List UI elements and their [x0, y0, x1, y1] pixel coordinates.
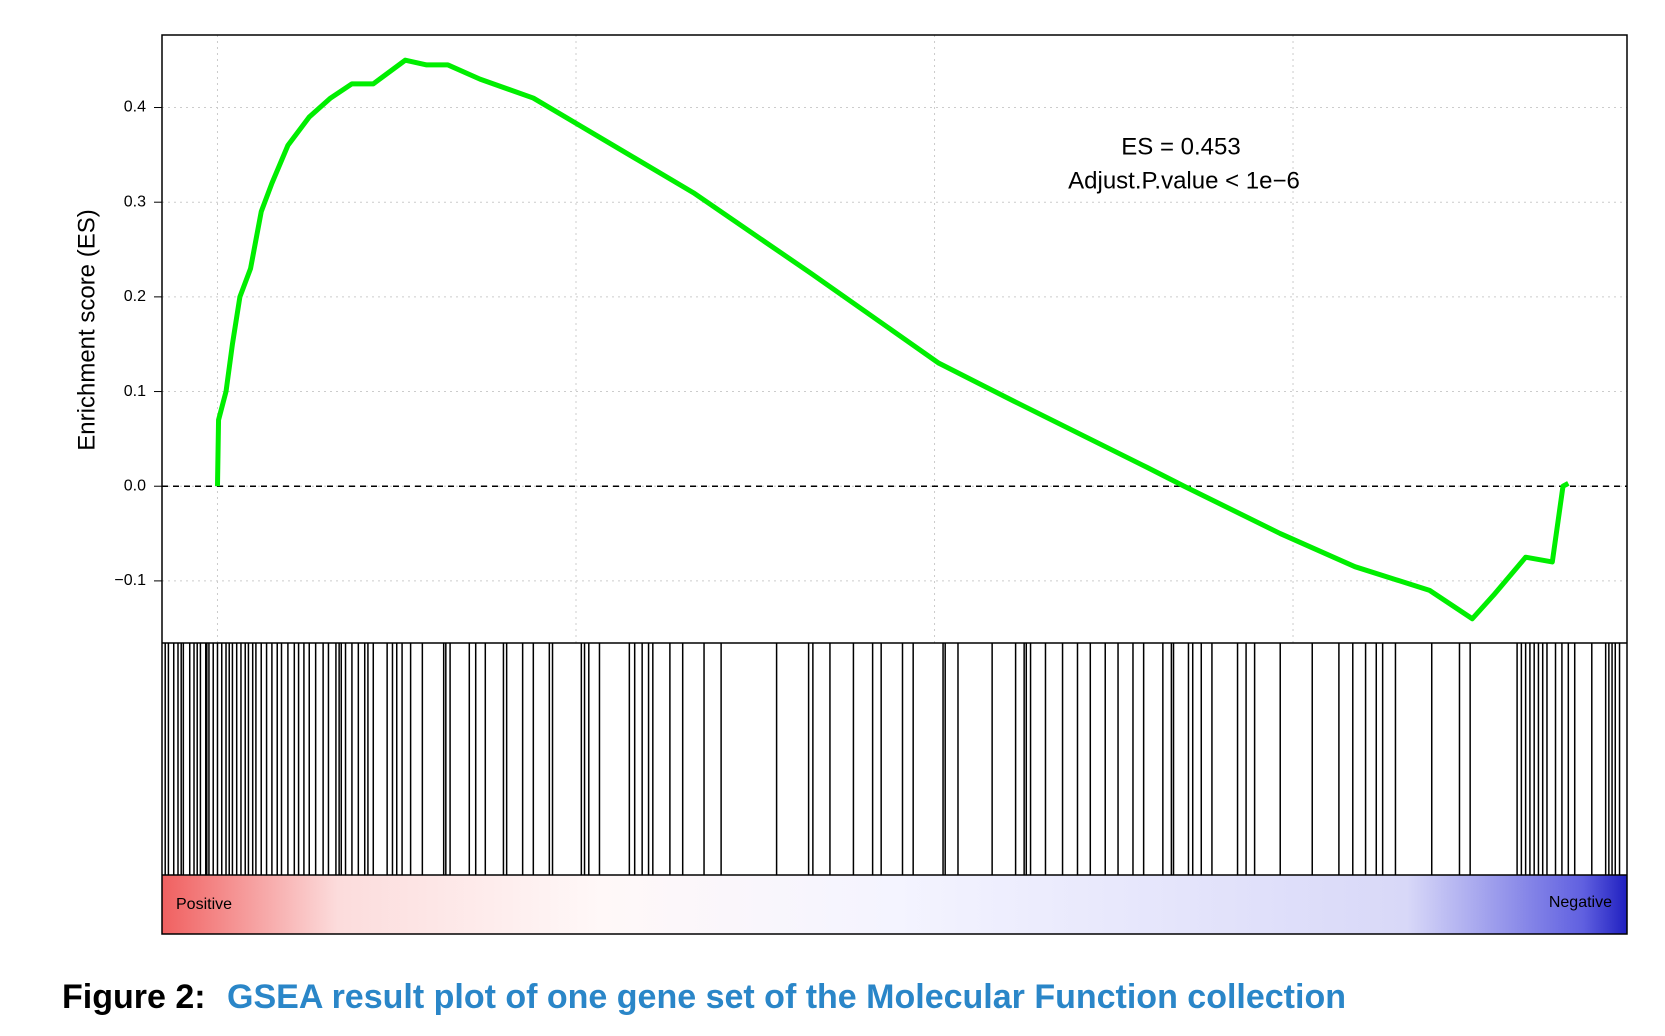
y-tick-label: −0.1: [114, 572, 146, 589]
low-label: Positive: [176, 896, 232, 913]
frame: [161, 34, 1628, 935]
annotation: Adjust.P.value < 1e−6: [1068, 167, 1300, 194]
annotation: ES = 0.453: [1121, 133, 1240, 160]
caption: Figure 2: GSEA result plot of one gene s…: [62, 978, 1346, 1017]
y-tick-label: 0.3: [124, 193, 146, 210]
y-tick-label: 0.2: [124, 288, 146, 305]
y-axis-label: Enrichment score (ES): [73, 209, 100, 450]
y-tick-label: 0.1: [124, 383, 146, 400]
high-label: Negative: [1549, 894, 1612, 911]
y-tick-label: 0.0: [124, 477, 146, 494]
es-curve: [214, 57, 1570, 622]
caption-label: Figure 2:: [62, 978, 206, 1016]
color-bar: [162, 875, 1627, 934]
y-tick-label: 0.4: [124, 99, 146, 116]
caption-text: GSEA result plot of one gene set of the …: [227, 978, 1346, 1016]
chart: −0.1 0.0 0.1 0.2 0.3 0.4 Enrichment score (ES…: [73, 34, 1628, 935]
